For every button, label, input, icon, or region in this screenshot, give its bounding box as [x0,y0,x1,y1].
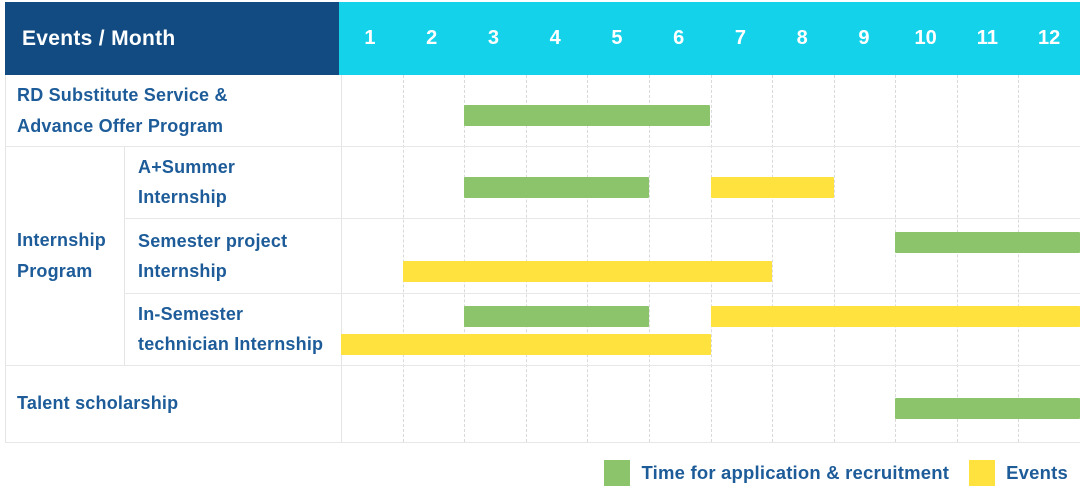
month-header-cell: 2 [426,27,438,49]
gantt-bar-application [464,104,711,126]
row-label: A+Summer Internship [124,146,341,218]
events-month-header-cell: Events / Month [5,2,339,75]
row-label: RD Substitute Service & Advance Offer Pro… [5,75,341,146]
row-label-line: Advance Offer Program [17,115,224,136]
group-label-internship-program: Internship Program [5,146,124,365]
legend-label: Events [1006,462,1068,483]
gantt-bar-events [341,333,711,355]
legend-swatch [969,460,996,486]
month-header-cell: 12 [1038,27,1061,49]
month-header-row: 1 2 3 4 5 6 7 8 9 10 11 12 [339,2,1080,75]
legend-item-application: Time for application & recruitment [604,460,949,486]
month-gridline [464,75,466,442]
month-header-cell: 10 [914,27,937,49]
row-label-line: Talent scholarship [17,393,179,413]
gantt-bar-events [710,306,1080,328]
month-header-cell: 9 [858,27,870,49]
month-header-cell: 8 [796,27,808,49]
month-gridline [895,75,897,442]
row-label-line: RD Substitute Service & [17,84,228,105]
row-label: Semester project Internship [124,218,341,293]
row-border [5,442,1080,443]
month-gridline [648,75,650,442]
row-label: Talent scholarship [5,365,341,442]
month-gridline [587,75,589,442]
gantt-bar-events [402,261,773,283]
gantt-body: Internship Program RD Substitute Service &… [5,75,1080,443]
gantt-bar-events [710,176,834,198]
row-border [5,146,1080,147]
month-header-cell: 5 [611,27,623,49]
row-label-line: A+Summer [138,157,236,177]
header-title: Events / Month [22,26,176,50]
row-label: In-Semester technician Internship [124,293,341,365]
row-border [5,365,1080,366]
month-header-cell: 4 [549,27,561,49]
month-header-cell: 1 [364,27,376,49]
legend-swatch [604,460,631,486]
sub-label-divider [124,146,125,365]
month-gridline [402,75,404,442]
legend-label: Time for application & recruitment [641,462,950,483]
month-gridline [1018,75,1020,442]
group-label-line: Program [17,260,93,281]
label-month-divider [341,75,342,442]
month-header-cell: 11 [976,27,998,49]
row-border [124,218,1080,219]
row-label-line: In-Semester [138,304,244,324]
month-gridline [710,75,712,442]
table-left-border [5,75,6,442]
legend-item-events: Events [969,460,1068,486]
month-gridline [956,75,958,442]
gantt-bar-application [464,176,649,198]
gantt-bar-application [464,306,649,328]
gantt-bar-application [895,232,1080,254]
row-label-line: Internship [138,260,228,281]
month-gridline [525,75,527,442]
group-label-line: Internship [17,229,107,250]
row-label-line: technician Internship [138,334,324,354]
month-header-cell: 6 [673,27,685,49]
month-gridline [772,75,774,442]
gantt-bar-application [895,398,1080,420]
row-label-line: Internship [138,187,228,207]
row-label-line: Semester project [138,230,288,251]
row-border [124,293,1080,294]
month-header-cell: 3 [487,27,499,49]
month-gridline [833,75,835,442]
legend: Time for application & recruitment Events [0,457,1080,489]
month-header-cell: 7 [734,27,746,49]
